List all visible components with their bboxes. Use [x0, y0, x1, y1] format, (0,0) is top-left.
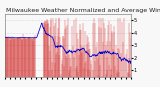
- Text: Milwaukee Weather Normalized and Average Wind Direction (Last 24 Hours): Milwaukee Weather Normalized and Average…: [6, 8, 160, 13]
